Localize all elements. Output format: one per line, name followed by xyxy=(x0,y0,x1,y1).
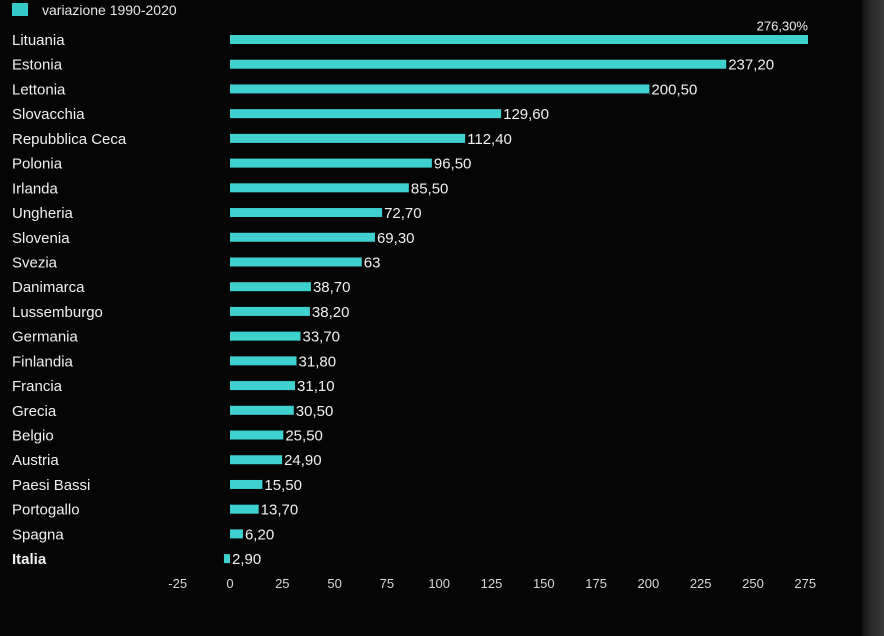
x-tick-label: 0 xyxy=(226,576,233,591)
value-label: 15,50 xyxy=(264,477,302,494)
value-labels: 276,30% 237,20 200,50 129,60 112,40 96,50 85,5… xyxy=(232,19,808,569)
value-label: 129,60 xyxy=(503,106,549,123)
x-tick-label: 75 xyxy=(380,576,394,591)
value-label: 31,80 xyxy=(299,353,337,370)
x-tick-label: 150 xyxy=(533,576,555,591)
category-label: Svezia xyxy=(12,254,58,271)
category-label: Portogallo xyxy=(12,502,80,519)
bar xyxy=(230,331,301,341)
bar xyxy=(230,479,263,489)
x-tick-label: 100 xyxy=(428,576,450,591)
category-label: Lituania xyxy=(12,32,65,49)
category-label: Spagna xyxy=(12,526,64,543)
bar xyxy=(230,529,243,539)
bar xyxy=(230,504,259,514)
bar xyxy=(223,554,230,564)
x-tick-label: 225 xyxy=(690,576,712,591)
window-edge xyxy=(862,0,884,636)
bar-chart: variazione 1990-2020 Lituania Estonia Lett… xyxy=(12,2,816,591)
x-axis-ticks: -25 0 25 50 75 100 125 150 175 200 225 250 275 xyxy=(168,576,816,591)
category-label: Lettonia xyxy=(12,81,66,98)
legend: variazione 1990-2020 xyxy=(12,2,177,18)
bar xyxy=(230,109,502,119)
category-label: Grecia xyxy=(12,403,57,420)
category-labels: Lituania Estonia Lettonia Slovacchia Repubbl… xyxy=(12,32,127,568)
value-label: 31,10 xyxy=(297,378,335,395)
category-label: Italia xyxy=(12,551,47,568)
value-label: 33,70 xyxy=(302,329,340,346)
category-label: Irlanda xyxy=(12,180,59,197)
value-label: 25,50 xyxy=(285,428,323,445)
value-label: 200,50 xyxy=(651,81,697,98)
category-label: Belgio xyxy=(12,428,54,445)
x-tick-label: 125 xyxy=(481,576,503,591)
category-label: Finlandia xyxy=(12,353,74,370)
x-tick-label: 175 xyxy=(585,576,607,591)
category-label: Danimarca xyxy=(12,279,85,296)
category-label: Repubblica Ceca xyxy=(12,131,127,148)
value-label: 24,90 xyxy=(284,452,322,469)
category-label: Ungheria xyxy=(12,205,74,222)
x-tick-label: 250 xyxy=(742,576,764,591)
category-label: Estonia xyxy=(12,57,63,74)
category-label: Slovacchia xyxy=(12,106,85,123)
value-label: 30,50 xyxy=(296,403,334,420)
value-label: 6,20 xyxy=(245,526,274,543)
category-label: Polonia xyxy=(12,156,63,173)
x-tick-label: 25 xyxy=(275,576,289,591)
value-label: 2,90 xyxy=(232,551,261,568)
x-tick-label: 275 xyxy=(794,576,816,591)
value-label: 13,70 xyxy=(261,502,299,519)
bar xyxy=(230,158,432,168)
bar xyxy=(230,455,283,465)
value-label: 96,50 xyxy=(434,156,472,173)
value-label: 38,20 xyxy=(312,304,350,321)
bar xyxy=(230,59,727,69)
legend-label: variazione 1990-2020 xyxy=(42,2,177,18)
bar xyxy=(230,133,466,143)
bar xyxy=(230,183,409,193)
bar xyxy=(230,356,297,366)
bar xyxy=(230,381,296,391)
category-label: Germania xyxy=(12,329,79,346)
bar xyxy=(230,306,310,316)
value-label: 38,70 xyxy=(313,279,351,296)
bar xyxy=(230,282,311,292)
x-tick-label: 200 xyxy=(638,576,660,591)
value-label: 237,20 xyxy=(728,57,774,74)
bar xyxy=(230,208,383,218)
value-label: 69,30 xyxy=(377,230,415,247)
x-tick-label: 50 xyxy=(327,576,341,591)
value-label: 72,70 xyxy=(384,205,422,222)
category-label: Slovenia xyxy=(12,230,70,247)
category-label: Austria xyxy=(12,452,59,469)
value-label: 85,50 xyxy=(411,180,449,197)
category-label: Lussemburgo xyxy=(12,304,103,321)
legend-swatch xyxy=(12,3,28,16)
bar xyxy=(230,257,362,267)
value-label: 63 xyxy=(364,254,381,271)
bar xyxy=(230,405,294,415)
x-tick-label: -25 xyxy=(168,576,187,591)
category-label: Paesi Bassi xyxy=(12,477,90,494)
bars xyxy=(223,35,808,564)
bar xyxy=(230,232,375,242)
value-label: 112,40 xyxy=(467,131,512,148)
value-label: 276,30% xyxy=(757,19,809,34)
bar xyxy=(230,430,284,440)
bar xyxy=(230,84,650,94)
bar xyxy=(230,35,808,44)
category-label: Francia xyxy=(12,378,63,395)
